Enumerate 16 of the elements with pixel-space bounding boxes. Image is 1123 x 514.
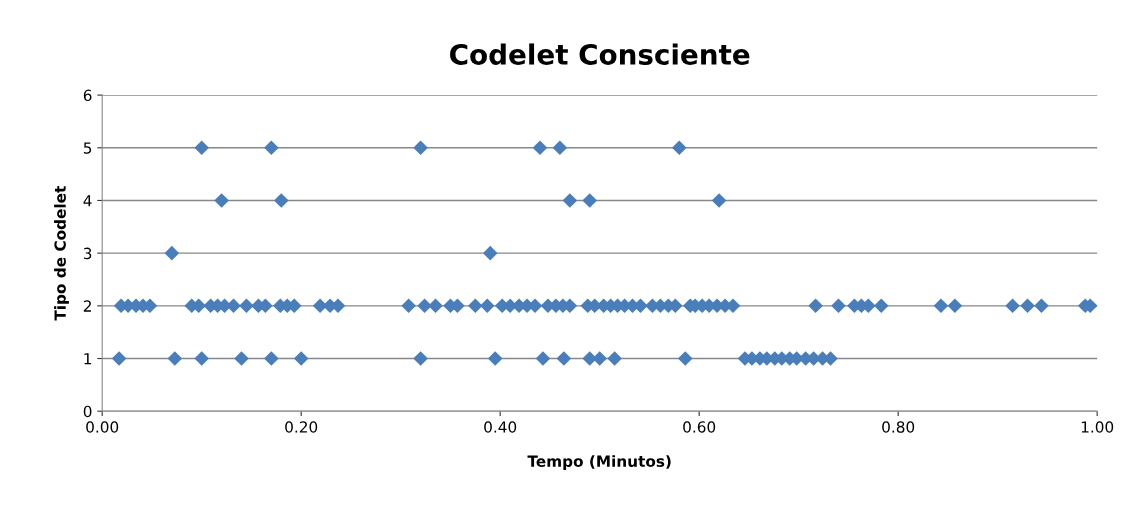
y-axis-title: Tipo de Codelet	[54, 186, 69, 321]
x-tick-label: 0.60	[683, 421, 716, 433]
x-axis-title: Tempo (Minutos)	[527, 455, 671, 470]
x-tick-label: 0.40	[484, 421, 517, 433]
y-tick-label: 6	[83, 89, 92, 102]
x-tick-label: 0.00	[86, 421, 119, 433]
x-tick-label: 0.80	[882, 421, 915, 433]
x-tick-label: 1.00	[1081, 421, 1114, 433]
y-tick-label: 3	[83, 247, 92, 260]
y-tick-label: 5	[83, 142, 92, 154]
y-tick-label: 2	[83, 300, 91, 312]
y-tick-label: 0	[83, 405, 92, 418]
chart-title: Codelet Consciente	[450, 43, 750, 65]
y-tick-label: 4	[83, 195, 92, 207]
y-tick-label: 1	[84, 353, 92, 365]
x-tick-label: 0.20	[285, 421, 318, 433]
